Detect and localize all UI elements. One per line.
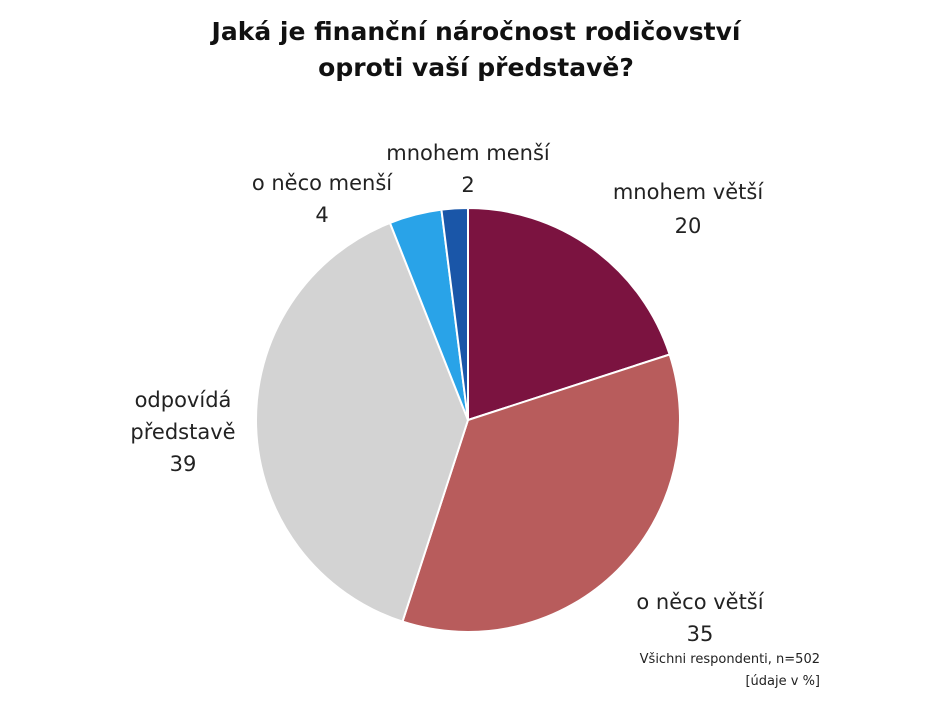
pie-slice bbox=[401, 353, 681, 633]
category-label: mnohem menší bbox=[386, 141, 550, 165]
value-label: 2 bbox=[461, 173, 475, 197]
value-label: 20 bbox=[674, 214, 702, 238]
value-label: 4 bbox=[315, 203, 329, 227]
category-label: mnohem větší bbox=[612, 180, 764, 204]
note: [údaje v %] bbox=[745, 674, 820, 689]
value-label: 35 bbox=[686, 622, 714, 646]
pie-slice bbox=[255, 221, 470, 623]
chart-title: Jaká je finanční náročnost rodičovství o… bbox=[211, 17, 741, 82]
value-label: 39 bbox=[169, 452, 197, 476]
category-label: o něco menší bbox=[251, 171, 393, 195]
category-label: o něco větší bbox=[636, 590, 764, 614]
pie-slice bbox=[467, 206, 671, 422]
pie-slice bbox=[440, 206, 469, 421]
category-label: odpovídá představě bbox=[130, 388, 236, 444]
note: Všichni respondenti, n=502 bbox=[639, 652, 820, 667]
